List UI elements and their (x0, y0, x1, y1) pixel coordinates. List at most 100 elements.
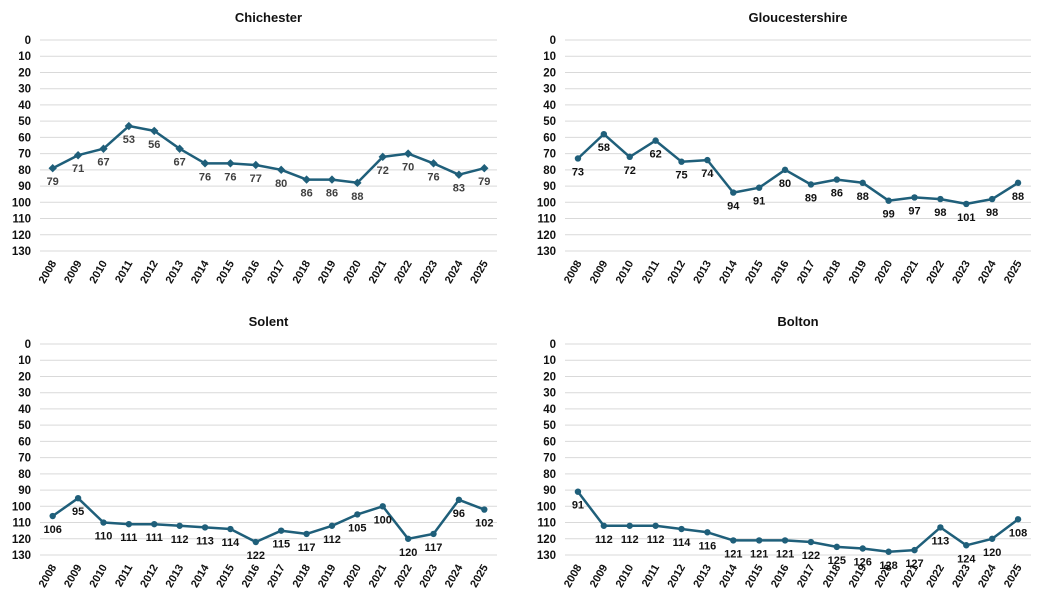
data-point (678, 525, 685, 533)
data-label: 105 (348, 522, 366, 534)
x-tick-label: 2024 (976, 258, 999, 286)
y-tick-label: 50 (543, 116, 556, 128)
data-point (652, 137, 659, 144)
y-tick-label: 30 (543, 84, 556, 96)
data-label: 114 (222, 537, 241, 549)
data-label: 58 (598, 142, 610, 154)
data-label: 121 (724, 548, 742, 560)
y-tick-label: 110 (537, 214, 556, 226)
data-point (150, 126, 159, 136)
y-tick-label: 60 (543, 132, 556, 144)
y-tick-label: 120 (537, 534, 556, 546)
y-tick-label: 70 (18, 149, 31, 161)
x-tick-label: 2023 (950, 259, 973, 286)
data-point (276, 165, 286, 175)
data-point (379, 503, 386, 510)
y-tick-label: 110 (12, 214, 31, 226)
data-label: 120 (983, 547, 1001, 559)
data-point (227, 525, 234, 533)
x-tick-label: 2020 (341, 563, 364, 590)
y-tick-label: 100 (12, 197, 31, 209)
y-tick-label: 80 (543, 469, 556, 481)
data-point (911, 194, 918, 201)
x-tick-label: 2024 (976, 562, 999, 590)
x-tick-label: 2014 (189, 562, 212, 590)
series-line (576, 490, 1019, 554)
data-label: 75 (675, 170, 687, 182)
data-point (252, 538, 260, 546)
y-tick-label: 40 (18, 404, 31, 416)
data-point (885, 197, 892, 204)
y-tick-label: 50 (18, 420, 31, 432)
data-label: 74 (701, 168, 714, 180)
data-label: 117 (298, 542, 316, 554)
data-point (755, 184, 763, 191)
y-tick-label: 0 (25, 339, 31, 351)
data-point (781, 166, 789, 174)
data-point (74, 494, 82, 502)
y-tick-label: 0 (550, 339, 556, 351)
y-tick-label: 0 (25, 35, 31, 47)
data-point (781, 537, 789, 544)
x-tick-label: 2022 (924, 563, 947, 590)
data-point (226, 159, 235, 168)
x-tick-label: 2011 (640, 259, 662, 286)
data-point (151, 520, 158, 528)
data-label: 117 (425, 542, 443, 554)
data-point (378, 152, 387, 162)
x-tick-label: 2010 (87, 259, 110, 286)
y-tick-label: 130 (12, 550, 31, 562)
data-point (125, 520, 133, 528)
data-point (277, 527, 285, 534)
y-tick-label: 80 (543, 165, 556, 177)
data-point (626, 153, 633, 161)
data-point (354, 511, 361, 518)
data-label: 86 (326, 188, 338, 200)
data-label: 73 (572, 166, 584, 178)
data-label: 76 (199, 171, 211, 183)
x-tick-label: 2015 (214, 259, 237, 286)
line-chart-chichester: Chichester 0 10 20 30 40 50 60 70 80 90 100 110 120 13… (12, 10, 497, 286)
data-label: 111 (146, 532, 163, 544)
data-point (704, 529, 711, 536)
x-tick-label: 2008 (562, 259, 585, 286)
x-tick-label: 2021 (367, 259, 390, 286)
data-point (885, 548, 892, 555)
data-point (429, 159, 438, 168)
data-label: 108 (1009, 527, 1027, 539)
x-tick-label: 2018 (291, 259, 314, 286)
data-label: 83 (453, 183, 465, 195)
data-label: 80 (275, 178, 287, 190)
data-label: 122 (247, 550, 265, 562)
y-tick-label: 60 (18, 436, 31, 448)
data-label: 76 (224, 171, 236, 183)
data-point (302, 175, 311, 184)
x-tick-label: 2017 (265, 259, 288, 286)
y-tick-label: 110 (12, 518, 31, 530)
data-point (303, 530, 310, 538)
y-tick-label: 110 (537, 518, 556, 530)
data-point (200, 159, 210, 168)
y-tick-label: 20 (543, 67, 556, 79)
y-tick-label: 100 (537, 501, 556, 513)
x-tick-label: 2014 (717, 562, 740, 590)
x-tick-label: 2012 (665, 563, 688, 590)
data-label: 91 (753, 196, 765, 208)
data-point (176, 522, 183, 529)
data-label: 79 (47, 176, 59, 188)
data-point (353, 178, 362, 188)
data-label: 122 (802, 550, 820, 562)
y-tick-label: 20 (543, 371, 556, 383)
y-tick-label: 20 (18, 67, 31, 79)
series-line (577, 132, 1019, 206)
y-tick-label: 100 (537, 197, 556, 209)
y-tick-label: 30 (18, 84, 31, 96)
y-tick-label: 30 (543, 388, 556, 400)
y-tick-label: 10 (543, 51, 556, 63)
y-tick-label: 80 (18, 165, 31, 177)
x-tick-label: 2014 (189, 258, 212, 286)
data-point (1014, 516, 1022, 523)
y-tick-label: 40 (18, 100, 31, 112)
y-tick-label: 30 (18, 388, 31, 400)
